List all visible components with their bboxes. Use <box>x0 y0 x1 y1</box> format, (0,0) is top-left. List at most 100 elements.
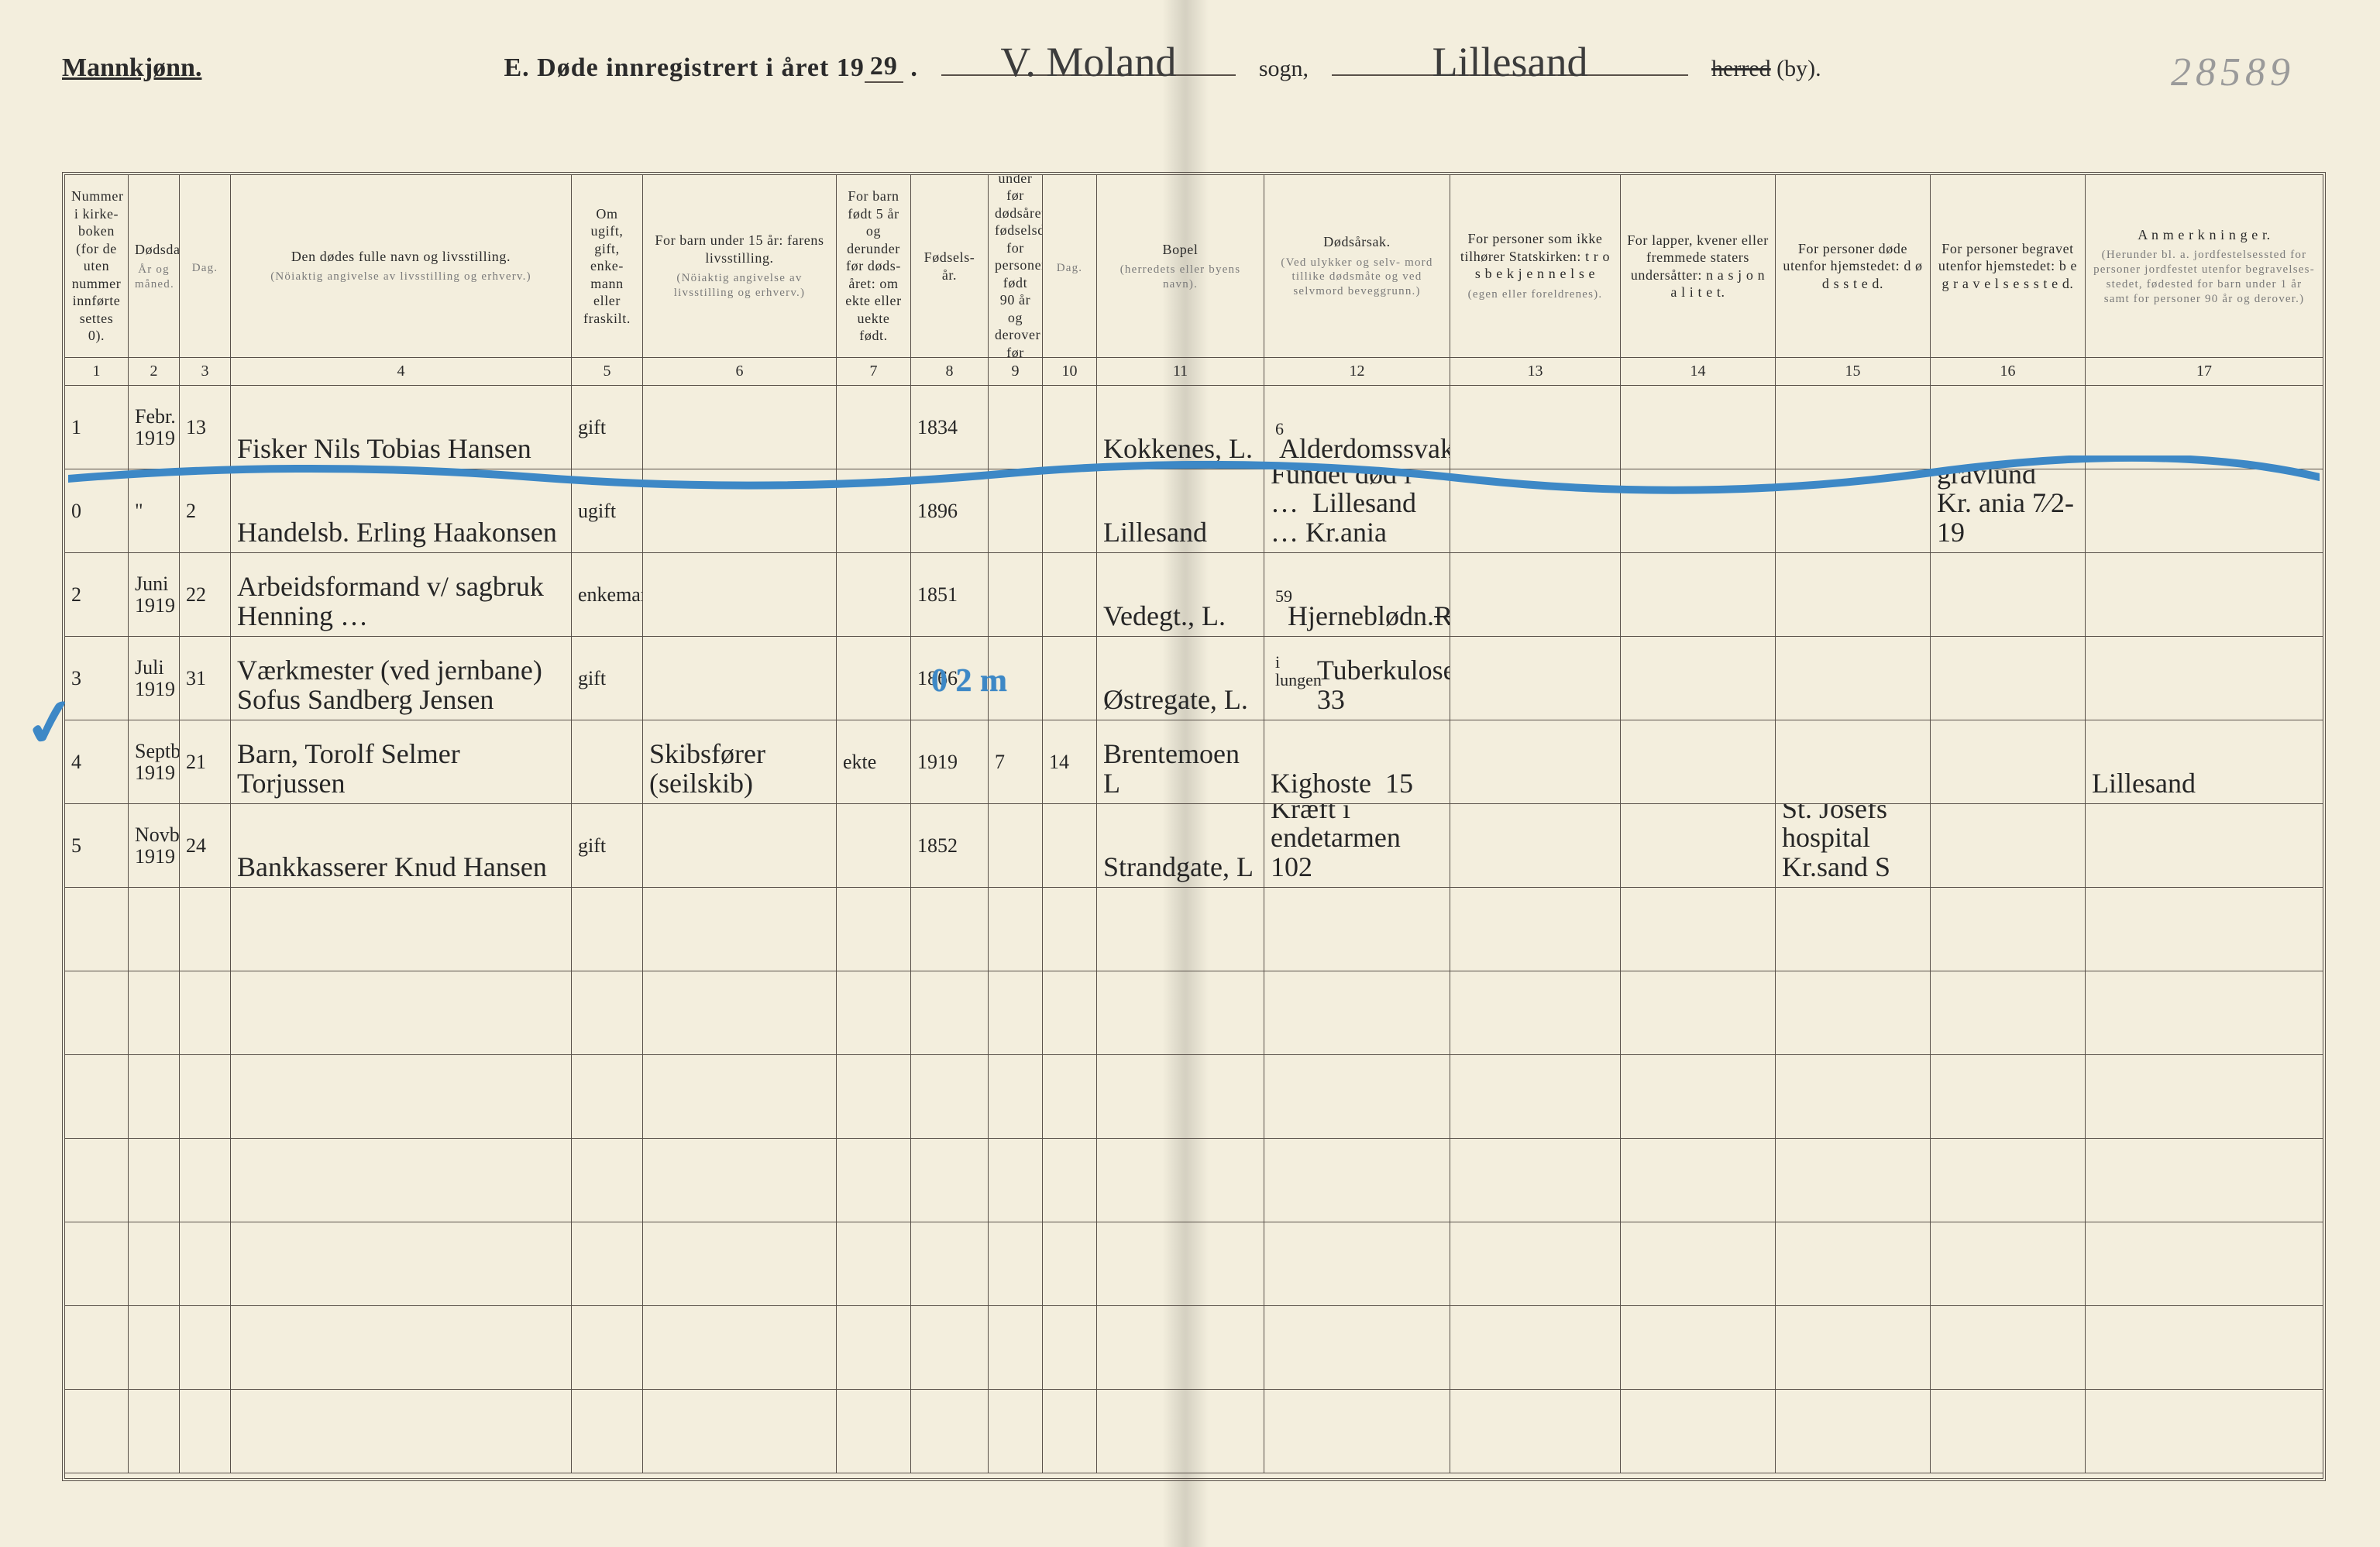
table-cell <box>989 1390 1043 1473</box>
table-cell <box>231 888 572 971</box>
table-cell: Handelsb. Erling Haakonsen <box>231 469 572 553</box>
gender-label: Mannkjønn. <box>62 53 201 83</box>
table-cell <box>1450 1222 1621 1306</box>
table-cell: Bankkasserer Knud Hansen <box>231 804 572 888</box>
table-cell <box>572 1055 643 1139</box>
table-cell <box>180 888 231 971</box>
table-cell <box>2086 1139 2323 1222</box>
column-header: Dag. <box>1043 175 1097 358</box>
column-header: Om ugift, gift, enke- mann eller fraskil… <box>572 175 643 358</box>
table-cell <box>1450 1390 1621 1473</box>
table-cell: 1919 <box>911 720 989 804</box>
table-cell: Septbr1919 <box>129 720 180 804</box>
table-cell <box>572 1139 643 1222</box>
table-cell <box>1621 1139 1776 1222</box>
table-cell <box>989 386 1043 469</box>
table-cell <box>1621 1055 1776 1139</box>
table-cell <box>1621 888 1776 971</box>
column-header: Nummer i kirke- boken (for de uten numme… <box>65 175 129 358</box>
table-cell <box>2086 637 2323 720</box>
table-cell <box>231 1390 572 1473</box>
table-cell <box>1450 1055 1621 1139</box>
table-cell <box>837 1139 911 1222</box>
table-cell <box>129 888 180 971</box>
table-cell <box>643 637 837 720</box>
table-cell <box>1043 469 1097 553</box>
table-cell <box>911 1306 989 1390</box>
table-cell <box>989 469 1043 553</box>
table-cell <box>837 888 911 971</box>
table-cell <box>2086 804 2323 888</box>
table-cell <box>1450 637 1621 720</box>
ledger-table: Nummer i kirke- boken (for de uten numme… <box>62 172 2326 1481</box>
table-cell <box>1931 720 2086 804</box>
table-cell <box>180 971 231 1055</box>
column-header: For personer døde utenfor hjemstedet: d … <box>1776 175 1931 358</box>
table-cell: 14 <box>1043 720 1097 804</box>
column-number: 3 <box>180 358 231 386</box>
table-cell: Skibsfører (seilskib) <box>643 720 837 804</box>
table-cell <box>1043 637 1097 720</box>
table-cell <box>65 1390 129 1473</box>
table-cell <box>572 720 643 804</box>
table-cell: Lillesand <box>2086 720 2323 804</box>
table-cell: 1834 <box>911 386 989 469</box>
table-cell <box>1776 720 1931 804</box>
column-number: 1 <box>65 358 129 386</box>
table-cell <box>1776 971 1931 1055</box>
table-cell: i lungenTuberkulose 33 <box>1264 637 1450 720</box>
table-cell <box>2086 553 2323 637</box>
table-cell: Værkmester (ved jernbane) Sofus Sandberg… <box>231 637 572 720</box>
table-cell <box>1450 1306 1621 1390</box>
table-cell <box>1621 553 1776 637</box>
table-cell <box>65 1222 129 1306</box>
column-number: 11 <box>1097 358 1264 386</box>
table-cell <box>1097 1306 1264 1390</box>
column-number: 13 <box>1450 358 1621 386</box>
herred-struck: herred <box>1711 56 1771 81</box>
table-cell <box>2086 971 2323 1055</box>
table-cell <box>1043 386 1097 469</box>
table-cell <box>1621 804 1776 888</box>
table-cell <box>1097 971 1264 1055</box>
table-cell <box>837 1390 911 1473</box>
table-cell <box>231 1139 572 1222</box>
table-cell: 31 <box>180 637 231 720</box>
table-cell: Fisker Nils Tobias Hansen <box>231 386 572 469</box>
table-cell <box>2086 469 2323 553</box>
table-cell <box>1776 1055 1931 1139</box>
column-number: 8 <box>911 358 989 386</box>
table-cell <box>1043 888 1097 971</box>
table-cell <box>643 804 837 888</box>
table-cell <box>837 1306 911 1390</box>
table-cell <box>837 637 911 720</box>
table-cell: 6Alderdomssvakhet <box>1264 386 1450 469</box>
table-cell <box>1776 1306 1931 1390</box>
table-cell: Brentemoen L <box>1097 720 1264 804</box>
table-cell <box>1621 1222 1776 1306</box>
table-cell <box>1621 1306 1776 1390</box>
table-cell <box>65 1306 129 1390</box>
table-cell <box>911 1222 989 1306</box>
town-handwritten: Lillesand <box>1332 50 1688 76</box>
table-cell <box>1931 1390 2086 1473</box>
table-cell <box>1450 553 1621 637</box>
column-number: 7 <box>837 358 911 386</box>
table-cell <box>1776 1139 1931 1222</box>
table-cell <box>1450 971 1621 1055</box>
table-cell <box>1450 720 1621 804</box>
table-cell: " <box>129 469 180 553</box>
table-cell: Lillesand <box>1097 469 1264 553</box>
table-cell: gift <box>572 804 643 888</box>
table-cell <box>129 1222 180 1306</box>
column-number: 12 <box>1264 358 1450 386</box>
table-cell <box>572 888 643 971</box>
sogn-label: sogn, <box>1259 56 1309 82</box>
table-cell <box>129 1390 180 1473</box>
table-cell: gift <box>572 386 643 469</box>
table-cell: Novbr.1919 <box>129 804 180 888</box>
table-cell <box>1450 386 1621 469</box>
table-cell <box>231 1055 572 1139</box>
table-cell <box>1621 386 1776 469</box>
table-cell <box>1264 1306 1450 1390</box>
